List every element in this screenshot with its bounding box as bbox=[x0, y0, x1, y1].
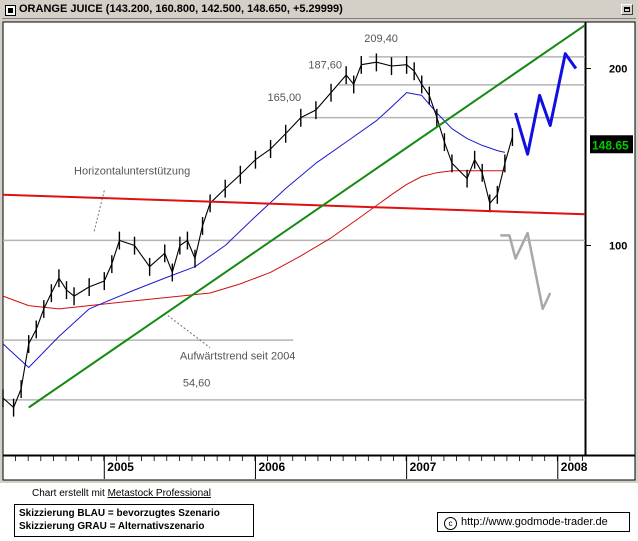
price-tag-label: 148.65 bbox=[592, 138, 629, 152]
alternative-scenario-path bbox=[500, 231, 552, 311]
annotation-label-2: 165,00 bbox=[268, 92, 302, 104]
horizontal-support-line bbox=[2, 193, 586, 216]
x-tick-label: 2006 bbox=[258, 460, 285, 474]
annotation-label-5: Aufwärtstrend seit 2004 bbox=[180, 350, 296, 362]
metastock-link[interactable]: Metastock Professional bbox=[107, 488, 211, 499]
x-tick-label: 2008 bbox=[561, 460, 588, 474]
credit-prefix: Chart erstellt mit bbox=[32, 488, 105, 499]
price-line bbox=[2, 61, 513, 409]
annotation-label-1: 187,60 bbox=[308, 60, 342, 72]
annotation-label-4: Horizontalunterstützung bbox=[74, 166, 190, 178]
source-box[interactable]: c http://www.godmode-trader.de bbox=[437, 512, 630, 532]
legend-gray-scenario: Skizzierung GRAU = Alternativszenario bbox=[19, 521, 205, 532]
annotation-label-0: 209,40 bbox=[364, 33, 398, 45]
y-tick-label: 100 bbox=[609, 240, 627, 252]
y-axis-pane bbox=[585, 21, 636, 456]
price-tag-box bbox=[590, 135, 633, 154]
x-axis-pane bbox=[2, 455, 636, 481]
annotation-leader-0 bbox=[93, 190, 105, 234]
chart-credit: Chart erstellt mit Metastock Professiona… bbox=[32, 488, 211, 499]
window-titlebar[interactable]: ORANGE JUICE (143.200, 160.800, 142.500,… bbox=[2, 2, 636, 19]
y-tick-label: 200 bbox=[609, 64, 627, 76]
chart-window-icon bbox=[5, 5, 16, 16]
moving-average-short bbox=[2, 92, 506, 368]
uptrend-line bbox=[28, 24, 586, 409]
source-url[interactable]: http://www.godmode-trader.de bbox=[461, 516, 608, 528]
legend-blue-scenario: Skizzierung BLAU = bevorzugtes Szenario bbox=[19, 508, 220, 519]
scenario-legend: Skizzierung BLAU = bevorzugtes Szenario … bbox=[14, 504, 254, 537]
annotation-leader-1 bbox=[167, 315, 211, 349]
copyright-icon: c bbox=[444, 517, 457, 530]
plot-area bbox=[2, 21, 586, 456]
window-title: ORANGE JUICE (143.200, 160.800, 142.500,… bbox=[19, 3, 343, 15]
x-tick-label: 2005 bbox=[107, 460, 134, 474]
chart-canvas: 209,40 187,60 165,00 54,60 Horizontalunterst… bbox=[2, 21, 636, 481]
annotation-label-3: 54,60 bbox=[183, 378, 211, 390]
restore-window-button[interactable] bbox=[621, 4, 633, 15]
preferred-scenario-path bbox=[514, 52, 578, 156]
x-tick-label: 2007 bbox=[410, 460, 437, 474]
